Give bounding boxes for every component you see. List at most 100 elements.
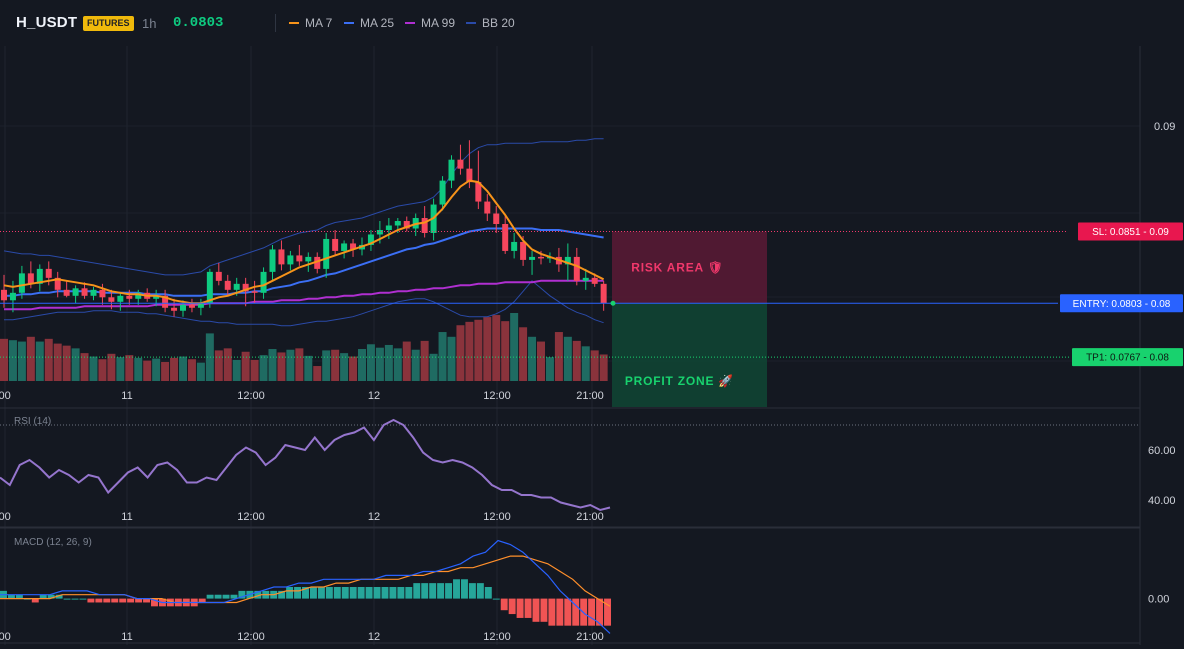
- candle-body: [108, 297, 115, 302]
- candle-body: [439, 180, 446, 205]
- rsi-pane[interactable]: RSI (14): [0, 416, 1140, 512]
- macd-histogram-bar: [143, 598, 151, 603]
- candle-body: [582, 277, 589, 281]
- volume-bar: [232, 359, 241, 381]
- volume-bar: [223, 348, 232, 381]
- timeframe-selector[interactable]: 1h: [142, 16, 157, 31]
- candle-body: [18, 273, 25, 293]
- ma99-line: [4, 279, 604, 311]
- rsi-title: RSI (14): [14, 416, 51, 427]
- candle-body: [27, 273, 34, 284]
- candle-body: [215, 271, 222, 281]
- macd-histogram-bar: [87, 598, 95, 603]
- candle-body: [1, 289, 7, 301]
- volume-bar: [268, 349, 277, 381]
- volume-bar: [98, 359, 107, 381]
- macd-histogram-bar: [39, 594, 47, 599]
- candle-body: [287, 255, 294, 265]
- macd-histogram-bar: [373, 587, 381, 599]
- volume-bar: [519, 327, 528, 381]
- macd-histogram-bar: [572, 598, 580, 626]
- volume-bar: [572, 340, 581, 381]
- candle-body: [278, 249, 285, 265]
- volume-bar: [581, 346, 590, 381]
- symbol-name[interactable]: H_USDT: [16, 14, 78, 31]
- macd-histogram-bar: [317, 587, 325, 599]
- macd-title: MACD (12, 26, 9): [14, 537, 92, 548]
- legend-ma99[interactable]: MA 99: [405, 16, 455, 30]
- macd-histogram-bar: [206, 594, 214, 599]
- macd-histogram-bar: [230, 594, 238, 599]
- volume-bar: [80, 353, 89, 381]
- legend-ma7[interactable]: MA 7: [289, 16, 332, 30]
- candle-body: [376, 229, 383, 235]
- volume-bar: [537, 341, 545, 381]
- entry-tag-bg: [1060, 294, 1183, 313]
- volume-bar: [393, 348, 402, 381]
- legend-ma25[interactable]: MA 25: [344, 16, 394, 30]
- legend-swatch: [289, 22, 299, 24]
- price-pane[interactable]: RISK AREA 🛡 PROFIT ZONE 🚀 SL: 0.0851 - 0.0…: [0, 138, 1183, 407]
- rsi-line: [0, 418, 611, 512]
- time-axis-label: 2:00: [0, 390, 11, 402]
- macd-histogram-bar: [437, 583, 445, 599]
- legend-bb20[interactable]: BB 20: [466, 16, 515, 30]
- macd-histogram-bar: [453, 579, 460, 599]
- macd-histogram-bar: [63, 598, 71, 600]
- macd-histogram-bar: [524, 598, 532, 618]
- candle-body: [475, 182, 482, 202]
- candle-body: [457, 159, 464, 169]
- volume-bar: [143, 360, 152, 381]
- macd-histogram-bar: [397, 587, 405, 599]
- candle-body: [135, 292, 142, 299]
- volume-bar: [179, 356, 187, 381]
- volume-bar: [384, 344, 393, 381]
- volume-bar: [134, 357, 143, 381]
- volume-bar: [429, 353, 438, 381]
- candle-body: [54, 277, 61, 290]
- candle-body: [484, 201, 491, 214]
- volume-bar: [170, 357, 179, 381]
- candle-body: [493, 213, 500, 225]
- macd-histogram-bar: [548, 598, 556, 626]
- macd-pane[interactable]: MACD (12, 26, 9): [0, 537, 611, 634]
- candle-body: [520, 241, 527, 260]
- entry-tag: ENTRY: 0.0803 - 0.08: [1073, 299, 1171, 310]
- macd-histogram-bar: [119, 598, 127, 603]
- time-axis-label: 21:00: [576, 631, 604, 643]
- candle-body: [260, 271, 267, 293]
- macd-histogram-bar: [429, 583, 437, 599]
- last-price: 0.0803: [173, 15, 224, 31]
- macd-histogram-bar: [516, 598, 524, 618]
- macd-histogram-bar: [31, 598, 39, 603]
- volume-bar: [465, 321, 474, 381]
- candle-body: [233, 283, 240, 290]
- bb-upper-line: [3, 138, 604, 276]
- volume-bar: [492, 315, 501, 381]
- macd-histogram-bar: [127, 598, 135, 603]
- ma7-line: [3, 179, 605, 305]
- volume-bar: [438, 332, 447, 381]
- candle-body: [206, 271, 213, 304]
- macd-histogram-bar: [214, 594, 222, 599]
- volume-bar: [107, 353, 116, 381]
- candle-body: [529, 256, 536, 260]
- volume-bar: [0, 338, 8, 381]
- macd-axis-label: 0.00: [1148, 594, 1169, 606]
- candle-body: [81, 288, 88, 296]
- rsi-axis-label: 40.00: [1148, 495, 1176, 507]
- volume-bar: [411, 349, 420, 381]
- macd-histogram-bar: [532, 598, 540, 622]
- futures-badge: FUTURES: [83, 16, 134, 31]
- volume-bar: [259, 355, 268, 381]
- bb-lower-line: [4, 280, 604, 327]
- volume-bar: [62, 345, 71, 381]
- macd-histogram-bar: [413, 583, 421, 599]
- candle-body: [153, 295, 160, 299]
- volume-bar: [313, 366, 322, 381]
- macd-histogram-bar: [238, 590, 246, 599]
- volume-bar: [304, 355, 313, 381]
- candle-body: [117, 295, 124, 302]
- macd-histogram-bar: [55, 594, 63, 599]
